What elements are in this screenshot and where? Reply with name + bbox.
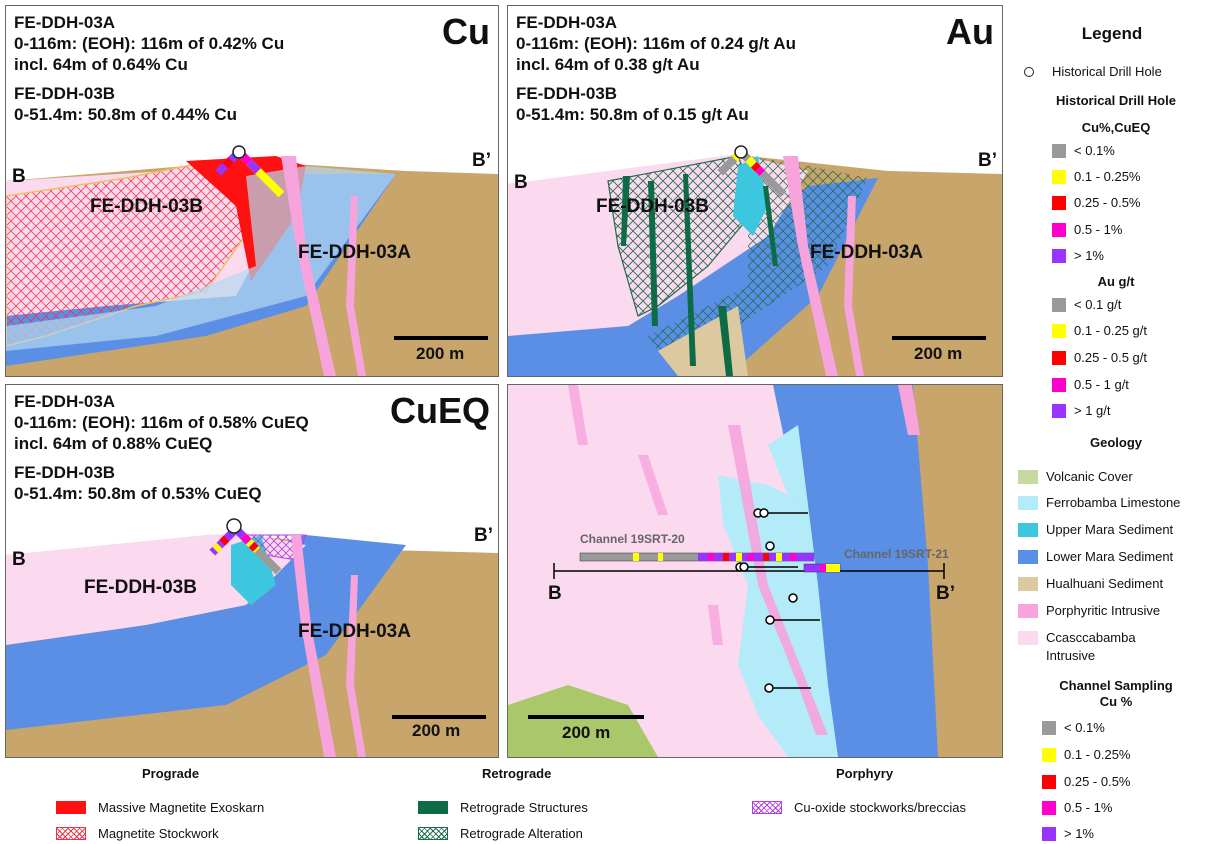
- legend-panel: Legend Historical Drill Hole Historical …: [1006, 0, 1225, 844]
- cueq-section-panel: FE-DDH-03A 0-116m: (EOH): 116m of 0.58% …: [5, 384, 499, 758]
- hole-03a-label: FE-DDH-03A: [298, 621, 411, 642]
- legend-channel-item: 0.1 - 0.25%: [1042, 747, 1131, 762]
- legend-channel-item: 0.5 - 1%: [1042, 800, 1112, 815]
- legend-historical-head: Historical Drill Hole: [1056, 93, 1176, 108]
- legend-au-item: 0.1 - 0.25 g/t: [1052, 323, 1147, 338]
- cu-panel-tag: Cu: [442, 11, 490, 52]
- section-right-label: B’: [978, 150, 997, 171]
- plan-map-panel: Channel 19SRT-20 Channel 19SRT-21 B B’ 2…: [507, 384, 1003, 758]
- legend-geology-item: Ferrobamba Limestone: [1018, 495, 1180, 510]
- porphyry-heading: Porphyry: [836, 766, 894, 781]
- legend-cu-item: 0.1 - 0.25%: [1052, 169, 1141, 184]
- legend-title: Legend: [1081, 24, 1143, 43]
- legend-channel-item: > 1%: [1042, 826, 1094, 841]
- hole-03b-label: FE-DDH-03B: [84, 577, 197, 598]
- hole-03a-label: FE-DDH-03A: [810, 242, 923, 263]
- cu-results-text: FE-DDH-03A 0-116m: (EOH): 116m of 0.42% …: [14, 13, 285, 124]
- hole-03b-label: FE-DDH-03B: [90, 196, 203, 217]
- hole-03b-label: FE-DDH-03B: [596, 196, 709, 217]
- legend-au-item: 0.25 - 0.5 g/t: [1052, 350, 1147, 365]
- plan-map-drawing: [508, 385, 1002, 757]
- cueq-section-drawing: [6, 518, 498, 757]
- legend-au-item: < 0.1 g/t: [1052, 297, 1121, 312]
- section-left-label: B: [514, 172, 528, 193]
- cu-section-drawing: [6, 145, 498, 376]
- legend-historical-item: Historical Drill Hole: [1024, 64, 1162, 79]
- section-right-label: B’: [472, 150, 491, 171]
- au-panel-tag: Au: [946, 11, 994, 52]
- channel-19srt-21-label: Channel 19SRT-21: [844, 547, 949, 561]
- legend-channel-item: < 0.1%: [1042, 720, 1105, 735]
- au-results-text: FE-DDH-03A 0-116m: (EOH): 116m of 0.24 g…: [516, 13, 796, 124]
- retrograde-structures-item: Retrograde Structures: [418, 800, 588, 815]
- retrograde-heading: Retrograde: [482, 766, 552, 781]
- hole-03a-label: FE-DDH-03A: [298, 242, 411, 263]
- map-section-left-label: B: [548, 583, 562, 604]
- map-section-right-label: B’: [936, 583, 955, 604]
- legend-au-item: 0.5 - 1 g/t: [1052, 377, 1129, 392]
- legend-channel-head: Channel Sampling: [1059, 678, 1173, 693]
- section-left-label: B: [12, 166, 26, 187]
- channel-19srt-20-label: Channel 19SRT-20: [580, 532, 685, 546]
- prograde-heading: Prograde: [142, 766, 200, 781]
- legend-geology-item: Volcanic Cover: [1018, 469, 1133, 484]
- legend-channel-item: 0.25 - 0.5%: [1042, 774, 1131, 789]
- massive-magnetite-item: Massive Magnetite Exoskarn: [56, 800, 264, 815]
- legend-au-head: Au g/t: [1097, 274, 1135, 289]
- legend-geology-item: Hualhuani Sediment: [1018, 576, 1163, 591]
- legend-geology-item: Lower Mara Sediment: [1018, 549, 1173, 564]
- cueq-results-text: FE-DDH-03A 0-116m: (EOH): 116m of 0.58% …: [14, 392, 309, 503]
- cu-section-panel: FE-DDH-03A 0-116m: (EOH): 116m of 0.42% …: [5, 5, 499, 377]
- au-section-panel: FE-DDH-03A 0-116m: (EOH): 116m of 0.24 g…: [507, 5, 1003, 377]
- au-section-drawing: [508, 145, 1002, 376]
- scale-bar-label: 200 m: [412, 721, 461, 740]
- legend-geology-item: Upper Mara Sediment: [1018, 522, 1173, 537]
- legend-geology-item-cont: Intrusive: [1046, 648, 1096, 663]
- scale-bar-label: 200 m: [416, 344, 465, 363]
- scale-bar-label: 200 m: [562, 723, 611, 742]
- section-right-label: B’: [474, 525, 493, 546]
- legend-cu-item: 0.25 - 0.5%: [1052, 195, 1141, 210]
- legend-cu-item: < 0.1%: [1052, 143, 1115, 158]
- cueq-panel-tag: CuEQ: [389, 390, 490, 431]
- cu-oxide-item: Cu-oxide stockworks/breccias: [752, 800, 966, 815]
- legend-cu-item: > 1%: [1052, 248, 1104, 263]
- legend-channel-head-unit: Cu %: [1099, 694, 1133, 709]
- legend-geology-head: Geology: [1089, 435, 1142, 450]
- legend-geology-item: Porphyritic Intrusive: [1018, 603, 1160, 618]
- drill-hole-icon: [1024, 66, 1034, 77]
- bottom-legend: Prograde Retrograde Porphyry Massive Mag…: [0, 760, 1006, 844]
- retrograde-alteration-item: Retrograde Alteration: [418, 826, 583, 841]
- legend-au-item: > 1 g/t: [1052, 403, 1111, 418]
- scale-bar-label: 200 m: [914, 344, 963, 363]
- legend-cu-item: 0.5 - 1%: [1052, 222, 1122, 237]
- magnetite-stockwork-item: Magnetite Stockwork: [56, 826, 219, 841]
- legend-cu-head: Cu%,CuEQ: [1081, 120, 1151, 135]
- section-left-label: B: [12, 549, 26, 570]
- legend-geology-item: Ccasccabamba: [1018, 630, 1136, 645]
